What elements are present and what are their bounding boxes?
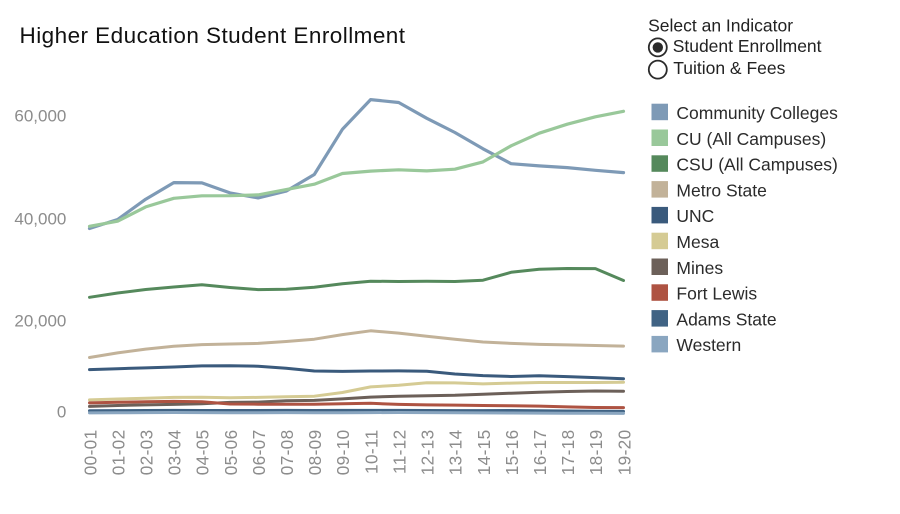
svg-text:00-01: 00-01	[80, 430, 100, 476]
svg-text:Student Enrollment: Student Enrollment	[673, 36, 822, 56]
svg-text:Mesa: Mesa	[676, 232, 719, 252]
svg-text:Higher Education Student Enrol: Higher Education Student Enrollment	[20, 23, 406, 48]
svg-text:17-18: 17-18	[558, 430, 578, 476]
svg-text:19-20: 19-20	[614, 430, 634, 476]
svg-text:01-02: 01-02	[108, 430, 128, 476]
svg-text:13-14: 13-14	[446, 429, 466, 475]
svg-text:16-17: 16-17	[530, 430, 550, 476]
svg-text:Community Colleges: Community Colleges	[676, 103, 838, 123]
svg-text:07-08: 07-08	[277, 430, 297, 476]
svg-text:08-09: 08-09	[305, 430, 325, 476]
svg-text:Tuition & Fees: Tuition & Fees	[673, 58, 785, 78]
svg-text:12-13: 12-13	[418, 430, 438, 476]
svg-text:CSU (All Campuses): CSU (All Campuses)	[676, 155, 837, 175]
svg-text:11-12: 11-12	[390, 430, 410, 474]
svg-text:06-07: 06-07	[249, 430, 269, 476]
svg-text:02-03: 02-03	[137, 430, 157, 476]
svg-text:60,000: 60,000	[14, 106, 66, 125]
svg-text:10-11: 10-11	[361, 430, 381, 474]
svg-text:UNC: UNC	[676, 206, 714, 226]
svg-text:04-05: 04-05	[193, 430, 213, 476]
svg-text:14-15: 14-15	[474, 430, 494, 476]
svg-text:09-10: 09-10	[333, 430, 353, 476]
svg-text:Western: Western	[676, 335, 741, 355]
svg-text:Fort Lewis: Fort Lewis	[676, 284, 757, 304]
svg-text:03-04: 03-04	[165, 429, 185, 475]
svg-text:CU (All Campuses): CU (All Campuses)	[676, 129, 826, 149]
svg-text:18-19: 18-19	[586, 430, 606, 476]
svg-text:Adams State: Adams State	[676, 309, 776, 329]
svg-text:40,000: 40,000	[14, 209, 66, 228]
svg-text:05-06: 05-06	[221, 430, 241, 476]
svg-text:Select an Indicator: Select an Indicator	[648, 16, 793, 36]
svg-text:0: 0	[57, 403, 66, 422]
svg-text:20,000: 20,000	[14, 311, 66, 330]
svg-text:Mines: Mines	[676, 258, 723, 278]
svg-text:Metro State: Metro State	[676, 180, 766, 200]
svg-text:15-16: 15-16	[502, 430, 522, 476]
